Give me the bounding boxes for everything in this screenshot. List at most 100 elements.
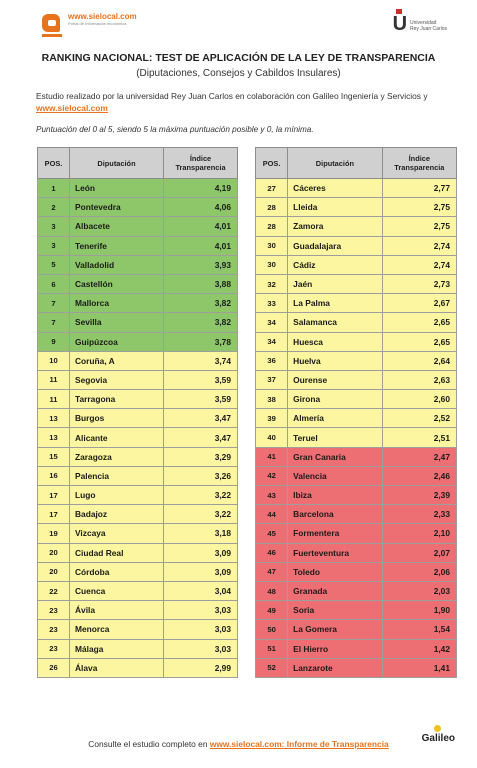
sielocal-logo[interactable]: www.sielocal.com Portal de Información e…: [40, 12, 137, 42]
province-cell: Ibiza: [287, 484, 383, 506]
province-cell: Salamanca: [287, 312, 383, 333]
province-cell: Lanzarote: [287, 657, 383, 678]
province-cell: Jaén: [287, 273, 383, 295]
table-row: 9 Guipúzcoa 3,78: [37, 331, 238, 352]
province-cell: Almería: [287, 408, 383, 429]
table-row: 47 Toledo 2,06: [254, 561, 458, 582]
table-row: 49 Soria 1,90: [254, 600, 458, 621]
header-name: Diputación: [287, 147, 383, 179]
header-pos: POS.: [254, 147, 289, 179]
rank-cell: 7: [37, 293, 70, 314]
province-cell: Fuerteventura: [287, 542, 383, 563]
footer-link[interactable]: www.sielocal.com: Informe de Transparenc…: [209, 739, 389, 749]
header-pos: POS.: [37, 147, 70, 179]
table-row: 42 Valencia 2,46: [254, 465, 458, 487]
index-cell: 1,54: [381, 619, 458, 640]
ranking-table-left-body: 1 León 4,19 2 Pontevedra 4,06 3 Albacete 4,01 3 Te…: [37, 177, 238, 678]
brand-url: www.sielocal.com: [68, 12, 137, 21]
province-cell: Burgos: [69, 408, 164, 429]
scoring-note: Puntuación del 0 al 5, siendo 5 la máxim…: [36, 125, 314, 134]
ranking-table-right: POS. Diputación Índice Transparencia 27 C…: [254, 147, 458, 678]
rank-cell: 3: [37, 235, 70, 256]
province-cell: Tarragona: [69, 389, 164, 410]
province-cell: Pontevedra: [69, 197, 164, 218]
table-row: 20 Córdoba 3,09: [37, 561, 238, 582]
table-row: 44 Barcelona 2,33: [254, 504, 458, 525]
index-cell: 3,22: [163, 504, 238, 525]
rank-cell: 19: [37, 523, 70, 544]
rank-cell: 20: [37, 561, 70, 582]
index-cell: 3,22: [163, 484, 238, 506]
index-cell: 2,63: [381, 369, 458, 391]
table-row: 10 Coruña, A 3,74: [37, 350, 238, 371]
rank-cell: 13: [37, 427, 70, 448]
province-cell: Girona: [287, 389, 383, 410]
index-cell: 1,41: [381, 657, 458, 678]
province-cell: Ávila: [69, 600, 164, 621]
intro-text: Estudio realizado por la universidad Rey…: [36, 91, 428, 101]
table-row: 15 Zaragoza 3,29: [37, 446, 238, 467]
rank-cell: 30: [254, 254, 289, 275]
table-row: 17 Badajoz 3,22: [37, 504, 238, 525]
table-row: 1 León 4,19: [37, 177, 238, 199]
index-cell: 3,04: [163, 580, 238, 602]
index-cell: 3,59: [163, 389, 238, 410]
table-header-row: POS. Diputación Índice Transparencia: [254, 147, 458, 179]
province-cell: Guadalajara: [287, 235, 383, 256]
rank-cell: 17: [37, 504, 70, 525]
table-row: 34 Huesca 2,65: [254, 331, 458, 352]
table-header-row: POS. Diputación Índice Transparencia: [37, 147, 238, 179]
province-cell: Zaragoza: [69, 446, 164, 467]
intro-link[interactable]: www.sielocal.com: [36, 103, 108, 113]
table-row: 22 Cuenca 3,04: [37, 580, 238, 602]
table-row: 7 Mallorca 3,82: [37, 293, 238, 314]
index-cell: 3,59: [163, 369, 238, 391]
university-logo-icon: U: [392, 9, 408, 35]
ranking-table-right-body: 27 Cáceres 2,77 28 Lleida 2,75 28 Zamora 2,75 30 G…: [254, 177, 458, 678]
rank-cell: 17: [37, 484, 70, 506]
province-cell: Málaga: [69, 638, 164, 659]
table-row: 50 La Gomera 1,54: [254, 619, 458, 640]
table-row: 6 Castellón 3,88: [37, 273, 238, 295]
index-cell: 3,03: [163, 619, 238, 640]
province-cell: Badajoz: [69, 504, 164, 525]
index-cell: 2,52: [381, 408, 458, 429]
province-cell: Soria: [287, 600, 383, 621]
table-row: 27 Cáceres 2,77: [254, 177, 458, 199]
province-cell: Cádiz: [287, 254, 383, 275]
index-cell: 2,67: [381, 293, 458, 314]
rank-cell: 7: [37, 312, 70, 333]
index-cell: 2,07: [381, 542, 458, 563]
index-cell: 3,78: [163, 331, 238, 352]
rank-cell: 16: [37, 465, 70, 487]
index-cell: 2,75: [381, 197, 458, 218]
index-cell: 3,88: [163, 273, 238, 295]
index-cell: 2,60: [381, 389, 458, 410]
index-cell: 4,06: [163, 197, 238, 218]
rank-cell: 30: [254, 235, 289, 256]
index-cell: 2,99: [163, 657, 238, 678]
rank-cell: 42: [254, 465, 289, 487]
province-cell: Coruña, A: [69, 350, 164, 371]
index-cell: 3,03: [163, 638, 238, 659]
rank-cell: 45: [254, 523, 289, 544]
index-cell: 2,47: [381, 446, 458, 467]
rank-cell: 3: [37, 216, 70, 237]
table-row: 3 Albacete 4,01: [37, 216, 238, 237]
galileo-logo: Galileo: [421, 733, 455, 744]
rank-cell: 1: [37, 177, 70, 199]
table-row: 30 Cádiz 2,74: [254, 254, 458, 275]
table-row: 11 Segovia 3,59: [37, 369, 238, 391]
index-cell: 2,10: [381, 523, 458, 544]
table-row: 13 Alicante 3,47: [37, 427, 238, 448]
ranking-table-left: POS. Diputación Índice Transparencia 1 Le…: [37, 147, 238, 678]
province-cell: Teruel: [287, 427, 383, 448]
table-row: 28 Zamora 2,75: [254, 216, 458, 237]
footer: Consulte el estudio completo en www.siel…: [0, 739, 477, 749]
province-cell: La Gomera: [287, 619, 383, 640]
table-row: 20 Ciudad Real 3,09: [37, 542, 238, 563]
index-cell: 3,09: [163, 561, 238, 582]
province-cell: Cuenca: [69, 580, 164, 602]
table-row: 19 Vizcaya 3,18: [37, 523, 238, 544]
